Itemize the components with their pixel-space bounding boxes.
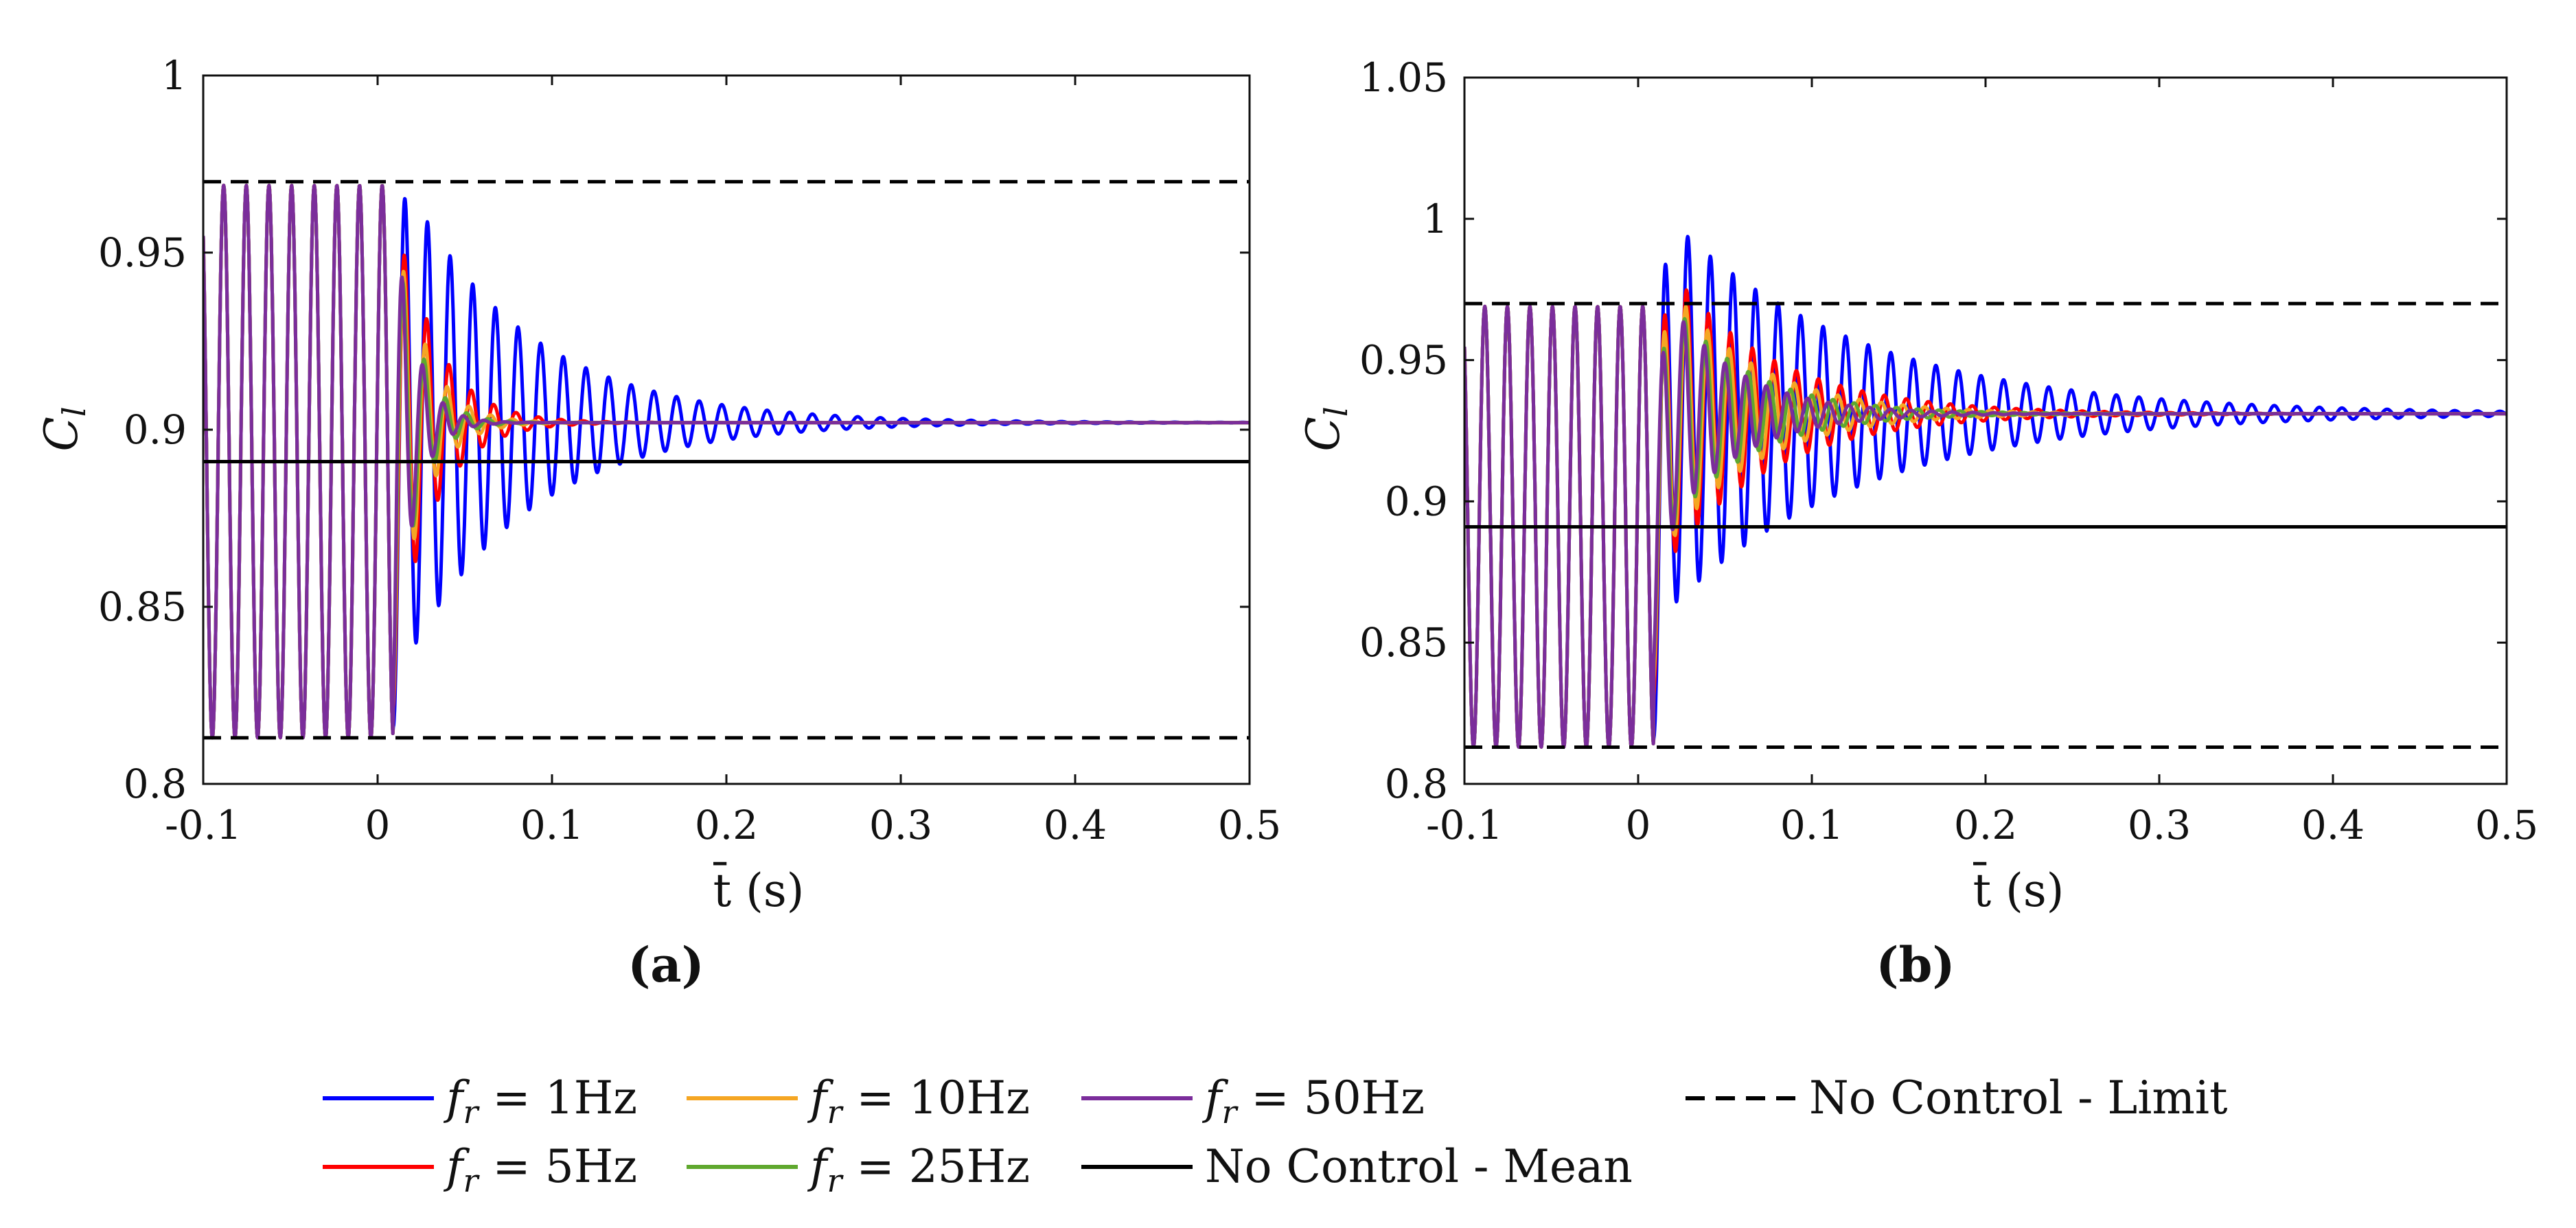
x-axis-label-b: t̄ (s) [1973,863,2064,917]
x-axis-label-a: t̄ (s) [713,863,804,917]
axis-ticks-a: -0.1 0 0.1 0.2 0.3 0.4 0.5 0.8 0.85 0.9 0.95 1 [98,52,1281,848]
chart-panel-b: -0.1 0 0.1 0.2 0.3 0.4 0.50.80.850.90.9511.05 … [1297,54,2538,993]
x-tick-label-a: -0.1 [165,802,242,848]
y-tick-label-b: 0.9 [1385,478,1448,524]
legend: fr = 1Hz fr = 10Hz fr = 50Hz No Control - L… [323,1071,2228,1199]
y-tick-label-b: 0.95 [1359,337,1448,384]
legend-label-4: No Control - Limit [1809,1071,2228,1124]
x-tick-label-b: 0.1 [1780,802,1843,848]
y-tick-label-b: 1 [1423,196,1448,242]
legend-label-6: fr = 25Hz [807,1140,1030,1199]
legend-item-1: fr = 1Hz [323,1071,637,1131]
reference-lines-a [203,180,1250,740]
legend-item-3: fr = 50Hz [1081,1071,1425,1131]
legend-item-2: fr = 10Hz [687,1071,1030,1131]
chart-panel-a: -0.1 0 0.1 0.2 0.3 0.4 0.5 0.8 0.85 0.9 0.95 1 t̄ (… [35,52,1281,993]
series-group-a [203,183,1250,740]
legend-label-3: fr = 50Hz [1201,1071,1425,1131]
y-tick-label-b: 1.05 [1359,54,1448,101]
y-axis-label-b: Cl [1297,406,1355,451]
legend-item-6: fr = 25Hz [687,1140,1030,1199]
y-axis-label-a: Cl [35,406,93,451]
legend-item-7: No Control - Mean [1081,1140,1633,1193]
y-tick-label-a: 0.9 [124,406,187,453]
x-tick-label-b: 0.4 [2301,802,2365,848]
series-group-b [1464,235,2507,749]
legend-item-5: fr = 5Hz [323,1140,637,1199]
axis-ticks-b: -0.1 0 0.1 0.2 0.3 0.4 0.5 0.8 0.85 0.9 0.95 1 1.05 [1359,54,2538,848]
x-tick-label-a: 0.3 [869,802,932,848]
series-line-b-2 [1464,288,2507,749]
x-tick-label-a: 0.5 [1218,802,1281,848]
y-tick-label-a: 0.95 [98,229,187,276]
y-tick-label-a: 1 [161,52,187,99]
x-tick-label-a: 0.4 [1044,802,1107,848]
legend-item-4: No Control - Limit [1686,1071,2228,1124]
plot-area-frame-b [1463,76,2508,785]
x-tick-label-b: 0.3 [2128,802,2191,848]
x-tick-label-b: 0.5 [2475,802,2538,848]
legend-label-5: fr = 5Hz [443,1140,637,1199]
panel-label-a: (a) [628,936,704,993]
x-tick-label-a: 0 [365,802,391,848]
x-tick-label-b: 0.2 [1954,802,2017,848]
series-line-b-5 [1464,304,2507,749]
series-line-a-5 [203,183,1250,740]
x-tick-label-b: 0 [1626,802,1651,848]
legend-label-7: No Control - Mean [1205,1140,1633,1193]
x-tick-label-a: 0.1 [520,802,584,848]
reference-lines-b [1464,301,2507,749]
legend-label-2: fr = 10Hz [807,1071,1030,1131]
y-tick-label-b: 0.85 [1359,619,1448,666]
y-tick-label-a: 0.8 [124,761,187,807]
y-tick-label-b: 0.8 [1385,761,1448,807]
panel-label-b: (b) [1876,936,1955,993]
y-tick-label-a: 0.85 [98,583,187,630]
x-tick-label-b: -0.1 [1426,802,1503,848]
legend-label-1: fr = 1Hz [443,1071,637,1131]
x-tick-label-a: 0.2 [695,802,758,848]
